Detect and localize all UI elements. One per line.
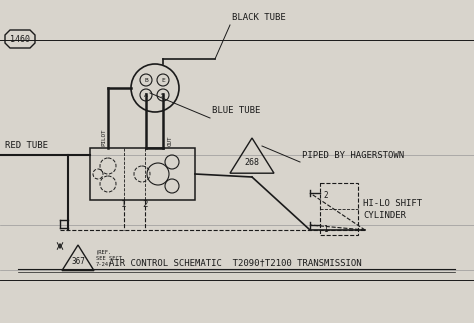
Text: 1460: 1460 [10,35,30,44]
Text: OUT: OUT [167,136,173,146]
Text: B: B [144,78,148,83]
Text: E: E [161,78,165,83]
Text: 2: 2 [323,191,328,200]
Text: (REF.
SEE SECT.
7-24): (REF. SEE SECT. 7-24) [96,250,125,266]
Text: 1: 1 [121,200,127,209]
Text: PIPED BY HAGERSTOWN: PIPED BY HAGERSTOWN [302,151,404,160]
Text: 268: 268 [245,158,259,167]
Text: 1: 1 [323,225,328,234]
Text: BLUE TUBE: BLUE TUBE [212,106,260,115]
Text: 367: 367 [71,257,85,266]
Text: PILOT: PILOT [101,129,107,146]
Text: S: S [161,93,165,98]
Text: RED TUBE: RED TUBE [5,141,48,150]
Text: HI-LO SHIFT: HI-LO SHIFT [363,199,422,207]
Text: BLACK TUBE: BLACK TUBE [232,13,286,22]
Text: 2: 2 [142,200,148,209]
Text: AIR CONTROL SCHEMATIC  T2090†T2100 TRANSMISSION: AIR CONTROL SCHEMATIC T2090†T2100 TRANSM… [109,259,361,268]
Text: A: A [144,93,148,98]
Text: CYLINDER: CYLINDER [363,211,406,220]
